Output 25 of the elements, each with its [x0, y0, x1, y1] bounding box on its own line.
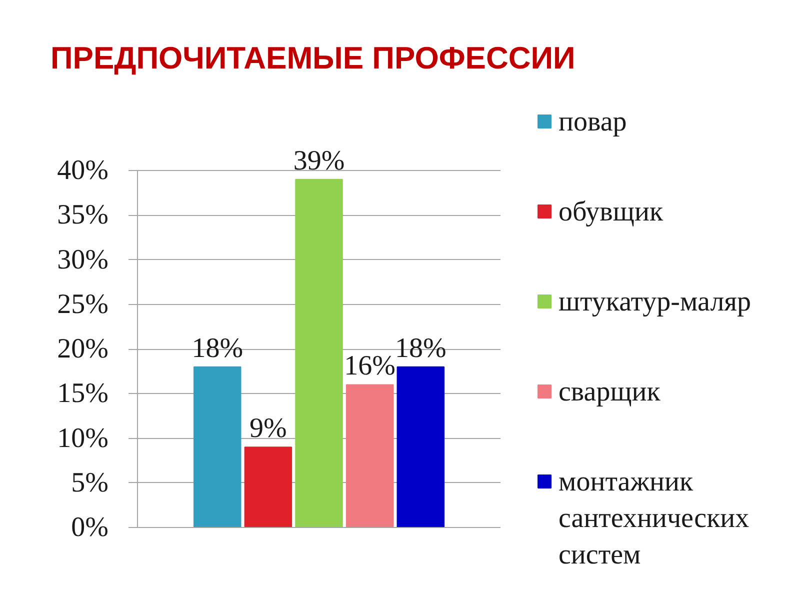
bar [295, 178, 343, 528]
data-label: 18% [394, 332, 446, 364]
data-label: 39% [293, 145, 345, 176]
y-tick-label: 15% [57, 378, 109, 410]
bar [396, 366, 445, 528]
data-label: 9% [250, 413, 287, 444]
bar [346, 384, 394, 528]
data-label: 16% [344, 350, 396, 382]
bar [244, 446, 292, 528]
y-tick-label: 0% [71, 512, 109, 543]
y-tick-label: 5% [71, 467, 109, 498]
y-tick-label: 25% [57, 288, 109, 320]
legend-label: сварщик [558, 376, 661, 408]
legend-label: монтажник сантехнических систем [558, 466, 750, 571]
y-tick-label: 40% [57, 155, 109, 186]
bar [193, 366, 242, 528]
chart-title: ПРЕДПОЧИТАЕМЫЕ ПРОФЕССИИ [50, 40, 576, 76]
legend-label: штукатур-маляр [558, 286, 752, 318]
y-tick-label: 30% [57, 244, 109, 276]
y-tick-label: 20% [57, 334, 109, 364]
y-tick-label: 10% [57, 422, 109, 454]
legend-label: обувщик [558, 196, 664, 228]
data-label: 18% [192, 332, 244, 364]
y-tick-label: 35% [57, 200, 109, 231]
legend-label: повар [558, 106, 627, 138]
